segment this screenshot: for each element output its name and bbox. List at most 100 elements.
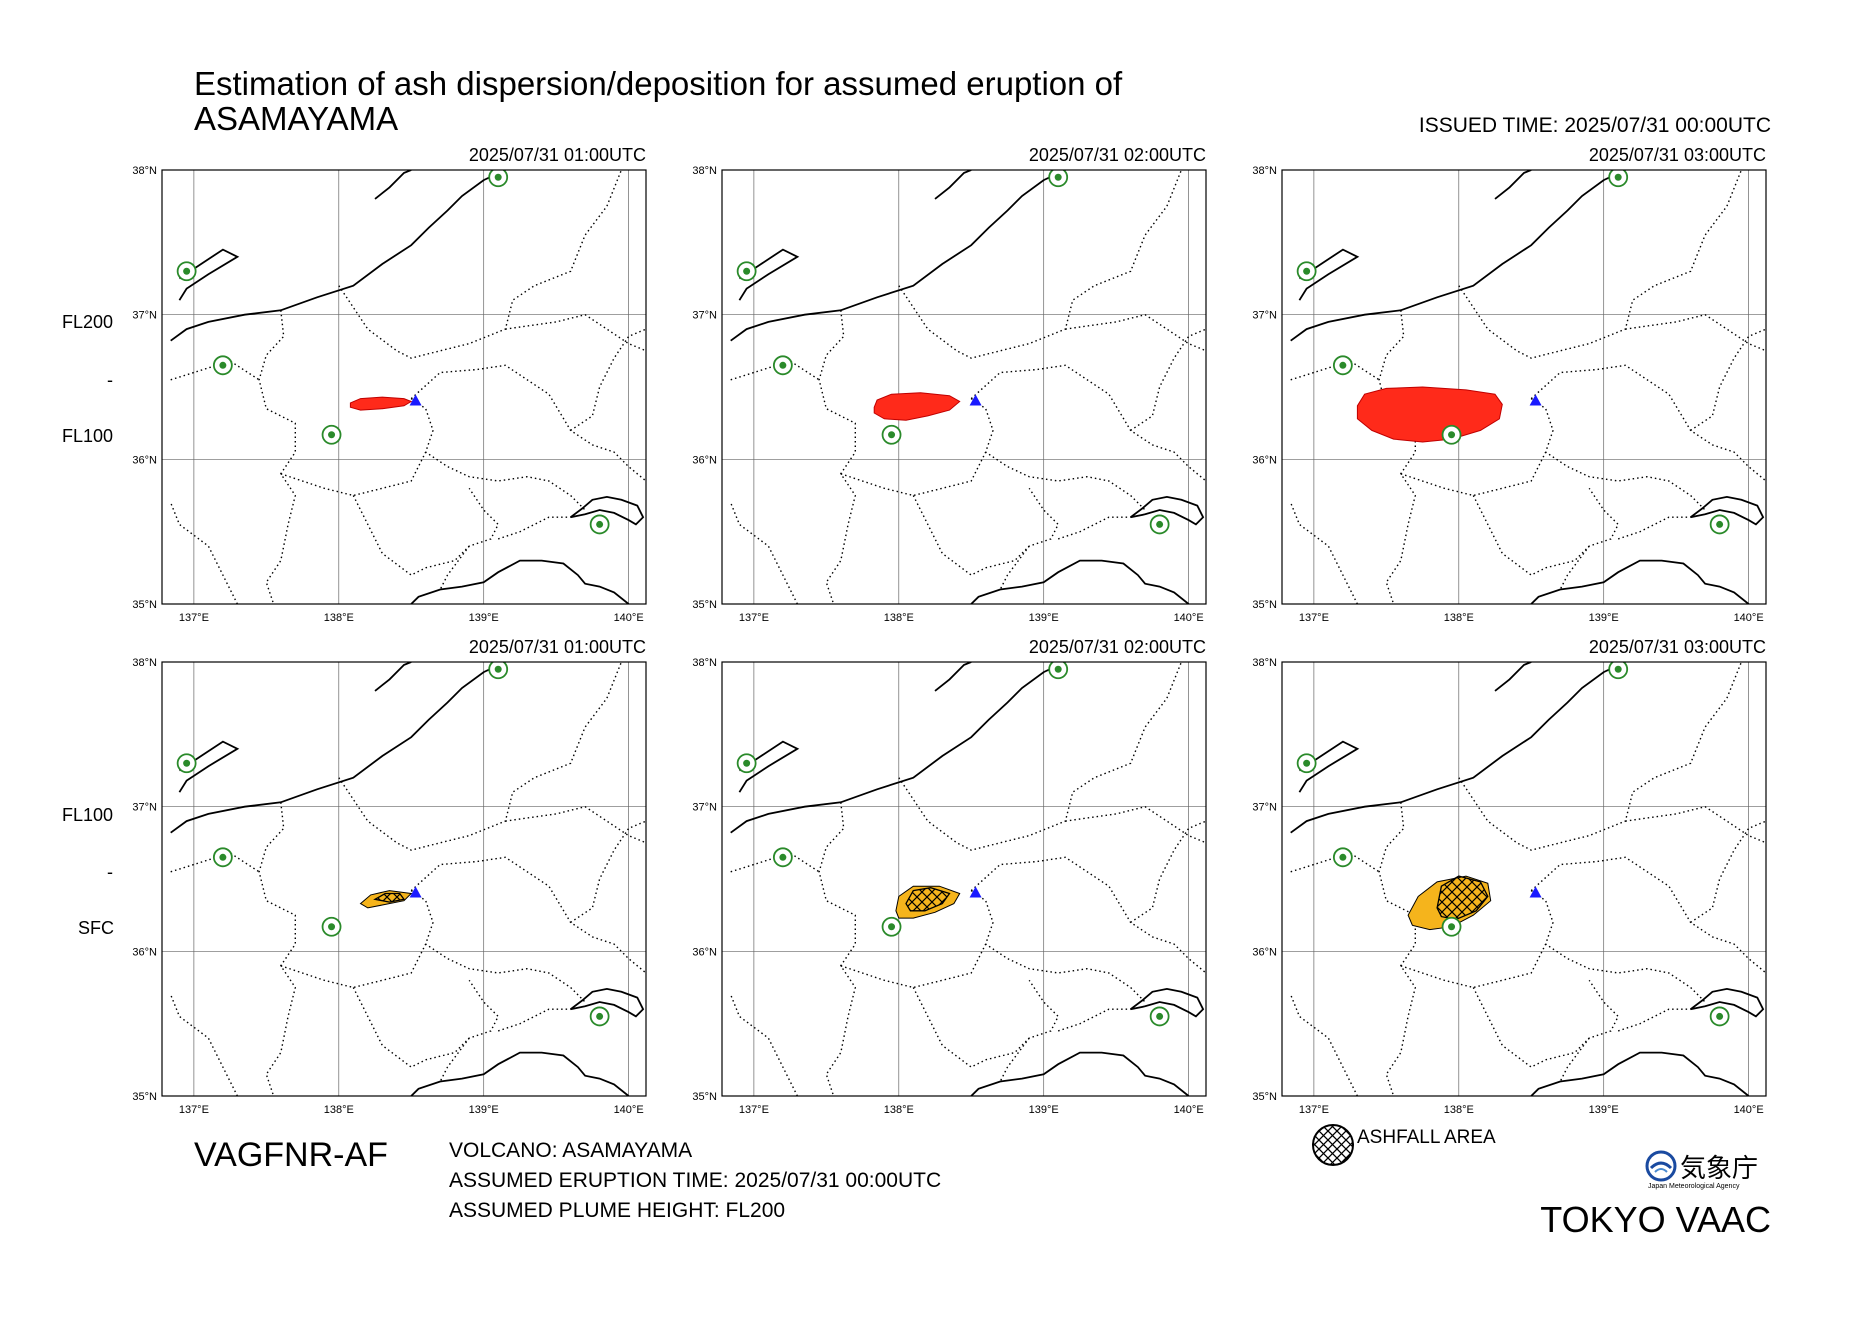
lat-tick-label: 36°N [1252, 946, 1277, 958]
coastline [1290, 662, 1626, 834]
row2-label-mid: - [107, 862, 113, 882]
lon-tick-label: 139°E [1589, 1104, 1619, 1116]
airport-icon [1709, 1006, 1730, 1027]
ashfall-area [1436, 875, 1489, 921]
airport-icon [1441, 916, 1462, 937]
coastline [410, 559, 630, 604]
lat-tick-label: 36°N [132, 454, 157, 466]
prefecture-border [410, 856, 646, 974]
prefecture-border [999, 545, 1030, 590]
prefecture-border [1472, 979, 1620, 1068]
coastline [178, 248, 240, 301]
airport-icon [1709, 514, 1730, 535]
prefecture-border [840, 943, 987, 989]
plume-height: ASSUMED PLUME HEIGHT: FL200 [449, 1199, 786, 1222]
airport-icon [321, 916, 342, 937]
coastline [410, 1051, 630, 1096]
prefecture-border [497, 516, 571, 540]
prefecture-border [258, 802, 297, 1096]
airport-icon [1608, 170, 1629, 188]
prefecture-border [818, 310, 857, 604]
lat-tick-label: 38°N [132, 657, 157, 669]
airport-icon [176, 753, 197, 774]
row2-label-bottom: SFC [78, 918, 114, 938]
lat-tick-label: 37°N [132, 310, 157, 322]
lon-tick-label: 138°E [324, 612, 354, 624]
coastline [1298, 740, 1360, 793]
airport-icon [321, 424, 342, 445]
lon-tick-label: 137°E [739, 612, 769, 624]
prefecture-border [1559, 545, 1590, 590]
agency-name-en: Japan Meteorological Agency [1648, 1183, 1740, 1190]
coastline [1690, 495, 1765, 526]
map-frame [721, 661, 1207, 1097]
map-panel: 137°E 138°E 139°E 140°E 38°N 37°N 36°N 35°N [132, 165, 647, 624]
lon-tick-label: 137°E [179, 1104, 209, 1116]
prefecture-border [840, 451, 987, 497]
airport-icon [772, 355, 793, 376]
airport-icon [1149, 1006, 1170, 1027]
airport-icon [1048, 170, 1069, 188]
coastline [1530, 559, 1750, 604]
coastline [738, 740, 800, 793]
prefecture-border [1065, 313, 1206, 352]
lat-tick-label: 37°N [692, 310, 717, 322]
lon-tick-label: 138°E [884, 1104, 914, 1116]
lat-tick-label: 38°N [692, 165, 717, 177]
panel-time-label: 2025/07/31 02:00UTC [1028, 145, 1206, 165]
prefecture-border [730, 502, 799, 604]
lon-tick-label: 137°E [179, 612, 209, 624]
airport-icon [1332, 847, 1353, 868]
coastline [170, 662, 506, 834]
row2-label-top: FL100 [62, 805, 114, 825]
lat-tick-label: 37°N [1252, 802, 1277, 814]
lat-tick-label: 35°N [132, 599, 157, 611]
prefecture-border [730, 994, 799, 1096]
lon-tick-label: 140°E [1734, 1104, 1764, 1116]
prefecture-border [1130, 820, 1206, 923]
product-code: VAGFNR-AF [194, 1136, 388, 1174]
prefecture-border [439, 1037, 470, 1082]
lon-tick-label: 138°E [1444, 612, 1474, 624]
coastline [970, 559, 1190, 604]
panel-time-label: 2025/07/31 02:00UTC [1028, 637, 1206, 657]
airport-icon [881, 424, 902, 445]
airport-icon [1048, 662, 1069, 680]
prefecture-border [970, 398, 1146, 511]
coastline [178, 740, 240, 793]
coastline [934, 170, 972, 200]
coastline [1130, 495, 1205, 526]
lon-tick-label: 140°E [1734, 612, 1764, 624]
airport-icon [1296, 261, 1317, 282]
map-panel: 137°E 138°E 139°E 140°E 38°N 37°N 36°N 35°N [132, 657, 647, 1116]
prefecture-border [818, 802, 857, 1096]
prefecture-border [1530, 890, 1706, 1003]
map-frame [161, 661, 647, 1097]
prefecture-border [1065, 805, 1206, 844]
airport-icon [488, 662, 509, 680]
lat-tick-label: 35°N [1252, 599, 1277, 611]
lat-tick-label: 36°N [692, 946, 717, 958]
prefecture-border [1625, 805, 1766, 844]
lat-tick-label: 37°N [692, 802, 717, 814]
lat-tick-label: 38°N [1252, 165, 1277, 177]
prefecture-border [1290, 994, 1359, 1096]
row1-label-mid: - [107, 370, 113, 390]
prefecture-border [1690, 820, 1766, 923]
coastline [730, 170, 1066, 342]
airport-icon [212, 847, 233, 868]
prefecture-border [999, 1037, 1030, 1082]
lon-tick-label: 138°E [1444, 1104, 1474, 1116]
lon-tick-label: 139°E [1589, 612, 1619, 624]
prefecture-border [439, 545, 470, 590]
lat-tick-label: 37°N [132, 802, 157, 814]
ashfall-area [373, 892, 406, 903]
coastline [970, 1051, 1190, 1096]
map-panel: 137°E 138°E 139°E 140°E 38°N 37°N 36°N 35°N [692, 657, 1207, 1116]
panel-time-label: 2025/07/31 03:00UTC [1588, 637, 1766, 657]
page-title: Estimation of ash dispersion/deposition … [194, 66, 1122, 136]
prefecture-border [1617, 1008, 1691, 1032]
prefecture-border [1530, 856, 1766, 974]
lon-tick-label: 137°E [1299, 612, 1329, 624]
prefecture-border [1690, 328, 1766, 431]
